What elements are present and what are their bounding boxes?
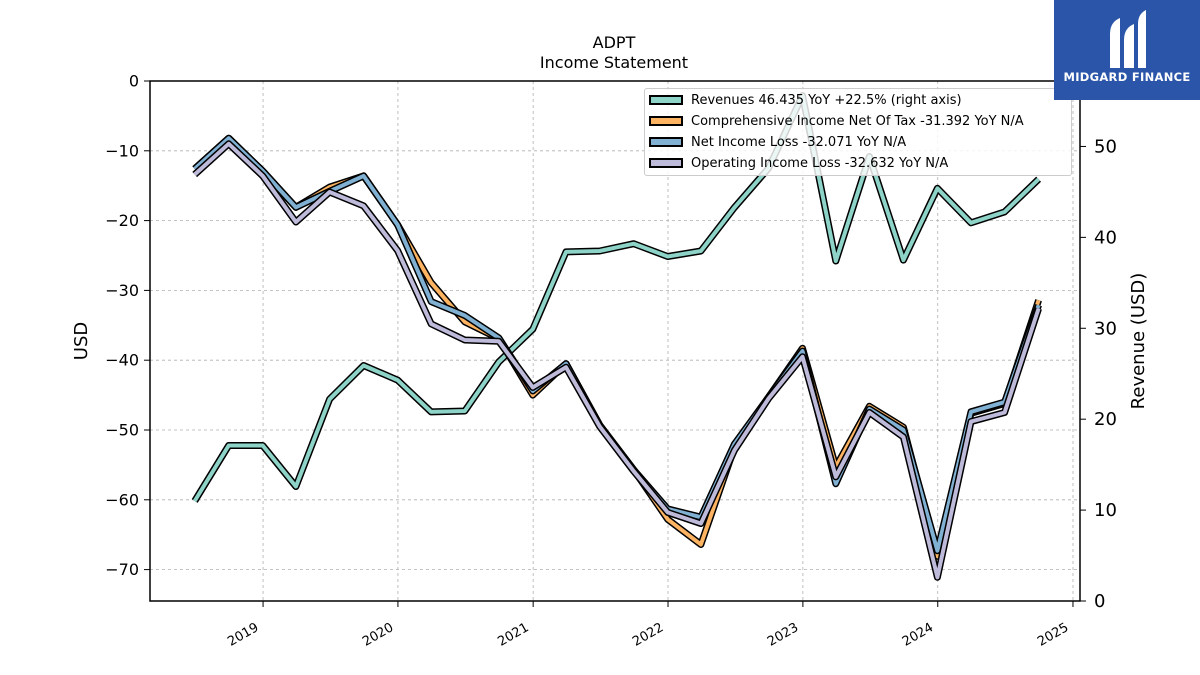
x-tick-label: 2021 bbox=[495, 620, 531, 650]
logo-mark-icon bbox=[1110, 10, 1146, 68]
y-tick-label-right: 30 bbox=[1094, 318, 1117, 339]
legend-item-revenues: Revenues 46.435 YoY +22.5% (right axis) bbox=[649, 90, 962, 110]
chart-legend: Revenues 46.435 YoY +22.5% (right axis) … bbox=[644, 88, 1072, 176]
plot-frame bbox=[149, 80, 1081, 602]
x-tick-label: 2019 bbox=[225, 620, 261, 650]
legend-label-net-income: Net Income Loss -32.071 YoY N/A bbox=[691, 134, 907, 150]
legend-item-net-income: Net Income Loss -32.071 YoY N/A bbox=[649, 132, 906, 152]
x-tick-label: 2020 bbox=[360, 620, 396, 650]
legend-label-revenues: Revenues 46.435 YoY +22.5% (right axis) bbox=[691, 92, 962, 108]
brand-name: MIDGARD FINANCE bbox=[1063, 70, 1191, 84]
legend-swatch-net-income bbox=[649, 137, 683, 147]
x-tick-label: 2022 bbox=[630, 620, 666, 650]
y-tick-label-left: 0 bbox=[129, 72, 139, 91]
legend-item-comprehensive-income: Comprehensive Income Net Of Tax -31.392 … bbox=[649, 111, 1024, 131]
y-tick-label-left: −70 bbox=[105, 560, 139, 579]
y-axis-label-right: Revenue (USD) bbox=[1128, 273, 1149, 410]
chart-subtitle: Income Statement bbox=[540, 53, 688, 72]
legend-swatch-revenues bbox=[649, 95, 683, 105]
y-tick-label-right: 40 bbox=[1094, 227, 1117, 248]
legend-item-operating-income: Operating Income Loss -32.632 YoY N/A bbox=[649, 153, 948, 173]
y-tick-label-right: 20 bbox=[1094, 409, 1117, 430]
y-tick-label-left: −20 bbox=[105, 211, 139, 230]
legend-label-comprehensive-income: Comprehensive Income Net Of Tax -31.392 … bbox=[691, 113, 1024, 129]
x-tick-label: 2024 bbox=[900, 620, 936, 650]
y-axis-label-left: USD bbox=[71, 322, 92, 360]
x-tick-label: 2025 bbox=[1035, 620, 1071, 650]
legend-label-operating-income: Operating Income Loss -32.632 YoY N/A bbox=[691, 155, 949, 171]
brand-logo: MIDGARD FINANCE bbox=[1054, 0, 1200, 100]
y-tick-label-left: −40 bbox=[105, 351, 139, 370]
legend-swatch-comprehensive-income bbox=[649, 116, 683, 126]
chart-title: ADPT bbox=[593, 33, 636, 52]
y-tick-label-left: −10 bbox=[105, 141, 139, 160]
series-layer bbox=[191, 92, 1042, 581]
y-tick-label-left: −30 bbox=[105, 281, 139, 300]
y-tick-label-left: −50 bbox=[105, 420, 139, 439]
y-tick-label-left: −60 bbox=[105, 490, 139, 509]
y-tick-label-right: 10 bbox=[1094, 500, 1117, 521]
series-line-revenues bbox=[192, 93, 1040, 503]
legend-swatch-operating-income bbox=[649, 158, 683, 168]
x-tick-label: 2023 bbox=[765, 620, 801, 650]
series-line-operating-income-loss bbox=[193, 141, 1041, 580]
y-tick-label-right: 0 bbox=[1094, 591, 1105, 612]
y-tick-label-right: 50 bbox=[1094, 136, 1117, 157]
